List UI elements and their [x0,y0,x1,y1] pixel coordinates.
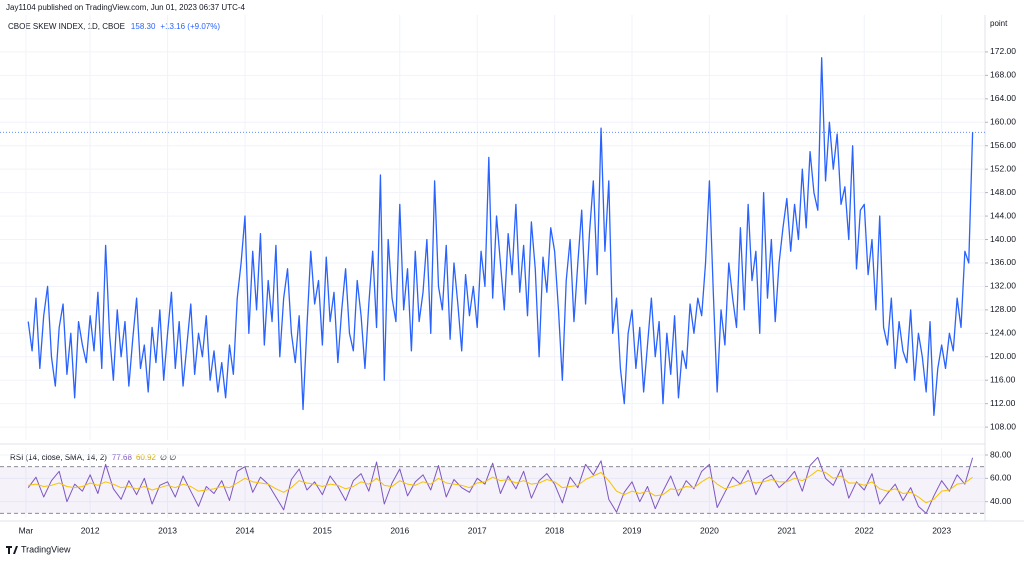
y-tick-label: 164.00 [990,93,1016,103]
series-line [27,456,974,514]
y-tick-label: 172.00 [990,46,1016,56]
x-tick-label: 2023 [932,525,951,535]
change: +13.16 (+9.07%) [160,22,220,31]
legend: CBOE SKEW INDEX, 1D, CBOE 158.30 +13.16 (+… [8,22,220,31]
y-tick-label: 40.00 [990,496,1012,506]
x-tick-label: 2013 [158,525,177,535]
series-line [27,57,974,417]
x-tick-label: 2018 [545,525,564,535]
unit: point [990,19,1008,28]
y-tick-label: 128.00 [990,304,1016,314]
last-value: 158.30 [131,22,156,31]
logo-mark [6,546,18,554]
x-tick-label: 2022 [855,525,874,535]
logo: TradingView [6,544,71,554]
y-tick-label: 120.00 [990,351,1016,361]
y-tick-label: 144.00 [990,210,1016,220]
y-tick-label: 140.00 [990,234,1016,244]
y-tick-label: 136.00 [990,257,1016,267]
y-tick-label: 80.00 [990,449,1012,459]
y-tick-label: 124.00 [990,328,1016,338]
y-tick-label: 152.00 [990,163,1016,173]
y-tick-label: 148.00 [990,187,1016,197]
x-tick-label: 2015 [313,525,332,535]
y-tick-label: 112.00 [990,398,1016,408]
y-tick-label: 160.00 [990,117,1016,127]
x-tick-label: 2012 [81,525,100,535]
y-tick-label: 132.00 [990,281,1016,291]
rsi-legend: RSI (14, close, SMA, 14, 2) 77.68 60.92 ∅ ∅ [10,453,176,462]
y-tick-label: 60.00 [990,473,1012,483]
y-tick-label: 108.00 [990,421,1016,431]
symbol-title: CBOE SKEW INDEX, 1D, CBOE [8,22,125,31]
x-tick-label: 2019 [623,525,642,535]
rsi-last: 77.68 [112,453,133,462]
x-tick-label: 2021 [777,525,796,535]
y-tick-label: 156.00 [990,140,1016,150]
publisher: Jay1104 published on TradingView.com, Ju… [6,3,246,12]
series-line [28,469,973,504]
x-tick-label: 2017 [468,525,487,535]
logo-text: TradingView [21,544,71,554]
x-tick-label: 2016 [390,525,409,535]
rsi-title: RSI (14, close, SMA, 14, 2) [10,453,107,462]
y-tick-label: 116.00 [990,374,1016,384]
x-tick-label: Mar [19,525,34,535]
rsi-band [0,466,985,514]
x-tick-label: 2014 [236,525,255,535]
x-tick-label: 2020 [700,525,719,535]
rsi-nulls: ∅ ∅ [160,453,176,462]
sma-last: 60.92 [136,453,157,462]
y-tick-label: 168.00 [990,70,1016,80]
